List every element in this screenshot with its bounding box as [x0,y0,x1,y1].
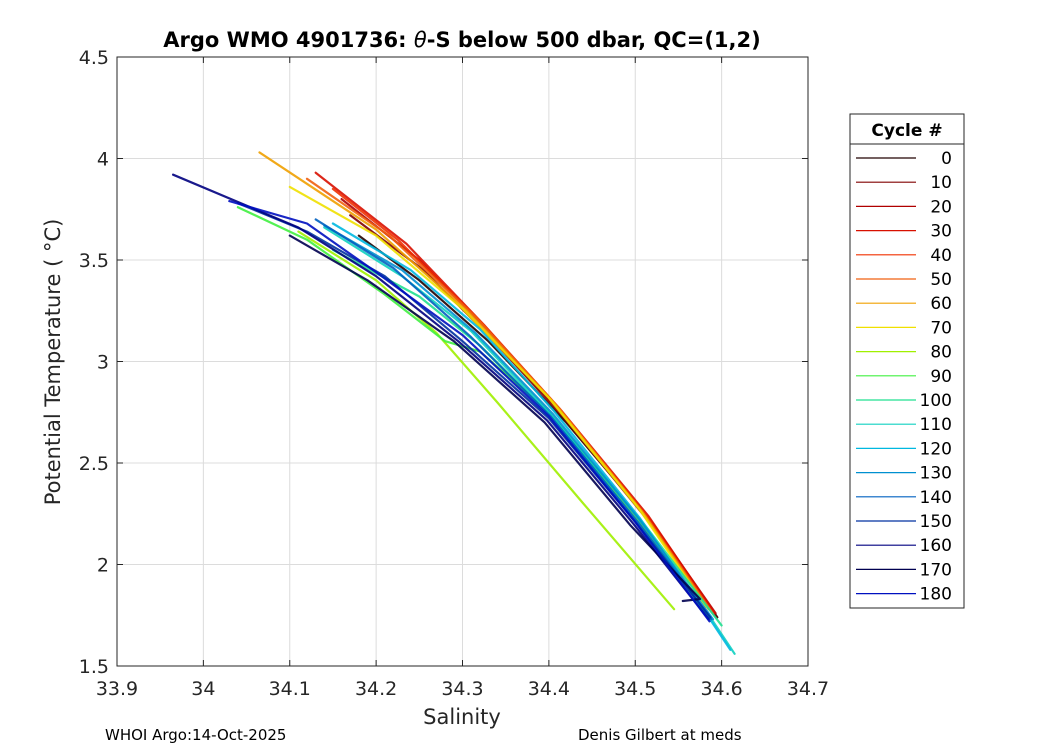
legend-label: 20 [930,197,952,217]
y-tick-label: 4 [97,149,109,171]
chart-title-prefix: Argo WMO 4901736: [163,28,414,52]
legend-entry: 180 [856,585,952,605]
series-line-cycle-70 [288,185,708,609]
legend-entry: 20 [856,197,952,217]
y-tick-label: 4.5 [79,47,109,69]
x-tick-label: 33.9 [96,678,138,700]
legend-entry: 130 [856,464,952,484]
chart-title-symbol: θ [414,28,427,52]
x-tick-label: 34.4 [528,678,570,700]
legend-entry: 170 [856,560,952,580]
legend-entry: 30 [856,222,952,242]
y-tick-label: 1.5 [79,656,109,678]
series-line-cycle-170 [288,234,702,603]
legend-entry: 150 [856,512,952,532]
legend-entry: 40 [856,246,952,266]
series-line-cycle-160 [172,173,710,621]
legend-entry: 80 [856,343,952,363]
legend-entry: 110 [856,415,952,435]
y-tick-label: 3.5 [79,250,109,272]
legend-title: Cycle # [871,121,942,141]
series-line-cycle-130 [323,224,715,621]
legend-entry: 50 [856,270,952,290]
x-tick-labels: 33.9 34 34.1 34.2 34.3 34.4 34.5 34.6 34.7 [96,678,829,700]
legend-label: 50 [930,270,952,290]
legend-box [849,113,965,609]
legend-label: 140 [920,488,952,508]
x-axis-label: Salinity [423,705,501,729]
y-tick-label: 2.5 [79,453,109,475]
legend-label: 150 [920,512,952,532]
legend-entry: 60 [856,294,952,314]
x-tick-label: 34.3 [441,678,483,700]
series-line-cycle-80 [297,230,676,611]
chart-title-suffix: -S below 500 dbar, QC=(1,2) [427,28,761,52]
x-tick-label: 34.6 [700,678,742,700]
legend-label: 120 [920,439,952,459]
legend-entry: 0 [856,149,952,169]
x-tick-label: 34.5 [614,678,656,700]
series-lines [172,151,736,655]
chart-title: Argo WMO 4901736: θ-S below 500 dbar, QC… [163,28,760,52]
x-tick-label: 34.2 [355,678,397,700]
legend-label: 170 [920,560,952,580]
y-tick-label: 2 [97,555,109,577]
legend-entry: 140 [856,488,952,508]
axis-ticks [116,56,809,667]
y-tick-labels: 1.5 2 2.5 3 3.5 4 4.5 [79,47,109,678]
legend-label: 0 [941,149,952,169]
y-tick-label: 3 [97,352,109,374]
legend-label: 70 [930,318,952,338]
x-tick-label: 34 [191,678,215,700]
x-tick-label: 34.1 [269,678,311,700]
legend-label: 60 [930,294,952,314]
legend-entries: 0 10 20 30 40 50 60 70 80 90 100 110 120 130 140 150 160… [856,149,952,605]
legend-entry: 70 [856,318,952,338]
series-line-cycle-140 [314,218,713,621]
footer-right: Denis Gilbert at meds [578,726,742,744]
series-line-cycle-180 [228,200,711,623]
legend-label: 110 [920,415,952,435]
legend-label: 40 [930,246,952,266]
legend-label: 100 [920,391,952,411]
legend-entry: 120 [856,439,952,459]
legend-label: 180 [920,585,952,605]
legend-entry: 160 [856,536,952,556]
legend-label: 10 [930,173,952,193]
legend-entry: 10 [856,173,952,193]
legend-label: 160 [920,536,952,556]
legend: Cycle # 0 10 20 30 40 50 60 70 80 90 100 110 120 130 1… [849,113,965,609]
legend-entry: 100 [856,391,952,411]
legend-label: 30 [930,222,952,242]
legend-label: 130 [920,464,952,484]
legend-entry: 90 [856,367,952,387]
y-axis-label: Potential Temperature ( °C) [41,219,65,506]
legend-label: 90 [930,367,952,387]
x-tick-label: 34.7 [787,678,829,700]
footer-left: WHOI Argo:14-Oct-2025 [105,726,286,744]
legend-label: 80 [930,343,952,363]
